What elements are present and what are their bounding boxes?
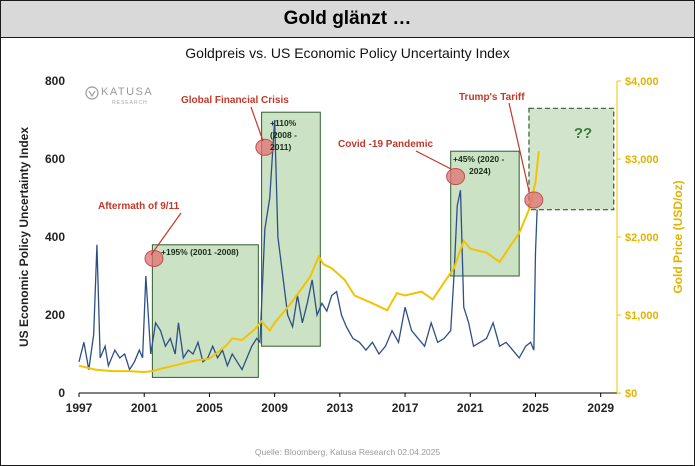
- y2-tick-label: $2,000: [625, 232, 659, 244]
- future-box: [528, 107, 615, 211]
- box-note-covid: +45% (2020 -: [453, 154, 504, 164]
- annotation-label-covid: Covid -19 Pandemic: [338, 139, 433, 150]
- y-tick-label: 400: [45, 230, 65, 244]
- annotation-arrow: [150, 212, 182, 256]
- y2-tick-label: $1,000: [625, 310, 659, 322]
- box-note-covid-2: 2024): [469, 166, 491, 176]
- event-marker: [524, 191, 544, 209]
- katusa-logo: KATUSA RESEARCH: [85, 86, 153, 106]
- page-title: Gold glänzt …: [1, 1, 694, 38]
- series-gold-line: [78, 151, 540, 373]
- chart: KATUSA RESEARCH 1997 2001 2005 2009 2013 2017…: [17, 74, 685, 415]
- x-tick-label: 2025: [522, 401, 549, 415]
- future-question-marks: ??: [574, 125, 592, 142]
- y-axis-label: US Economic Policy Uncertainty Index: [17, 127, 31, 347]
- y2-tick-label: $3,000: [625, 154, 659, 166]
- x-tick-label: 2001: [131, 401, 158, 415]
- y-tick-label: 0: [58, 386, 65, 400]
- event-marker: [446, 168, 466, 186]
- box-note-gfc: +110%: [270, 118, 297, 128]
- annotation-arrow: [508, 102, 530, 192]
- event-marker: [255, 138, 275, 156]
- y-tick-label: 800: [45, 74, 65, 88]
- x-tick-label: 2013: [326, 401, 353, 415]
- annotation-arrow: [415, 150, 452, 170]
- x-tick-label: 1997: [66, 401, 93, 415]
- annotation-arrow: [250, 106, 264, 142]
- x-tick-label: 2021: [457, 401, 484, 415]
- series-epu-line: [78, 119, 538, 372]
- annotation-label-tariff: Trump's Tariff: [459, 92, 525, 103]
- y-tick-label: 600: [45, 152, 65, 166]
- annotation-label-gfc: Global Financial Crisis: [181, 95, 289, 106]
- chart-title: Goldpreis vs. US Economic Policy Uncerta…: [185, 45, 510, 61]
- svg-text:RESEARCH: RESEARCH: [112, 100, 148, 106]
- y2-axis-label: Gold Price (USD/oz): [671, 180, 685, 293]
- x-tick-label: 2029: [587, 401, 614, 415]
- y2-tick-label: $0: [625, 388, 637, 400]
- box-note-911: +195% (2001 -2008): [161, 247, 239, 257]
- x-tick-label: 2005: [196, 401, 223, 415]
- box-note-gfc-3: 2011): [270, 142, 291, 152]
- source-note: Quelle: Bloomberg, Katusa Research 02.04…: [254, 447, 441, 457]
- y2-tick-label: $4,000: [625, 76, 659, 88]
- x-tick-label: 2009: [261, 401, 288, 415]
- x-tick-label: 2017: [392, 401, 419, 415]
- era-box-1: [151, 244, 259, 378]
- box-note-gfc-2: (2008 -: [270, 130, 297, 140]
- y-tick-label: 200: [45, 308, 65, 322]
- annotation-label-911: Aftermath of 9/11: [98, 201, 180, 212]
- svg-text:KATUSA: KATUSA: [101, 86, 153, 98]
